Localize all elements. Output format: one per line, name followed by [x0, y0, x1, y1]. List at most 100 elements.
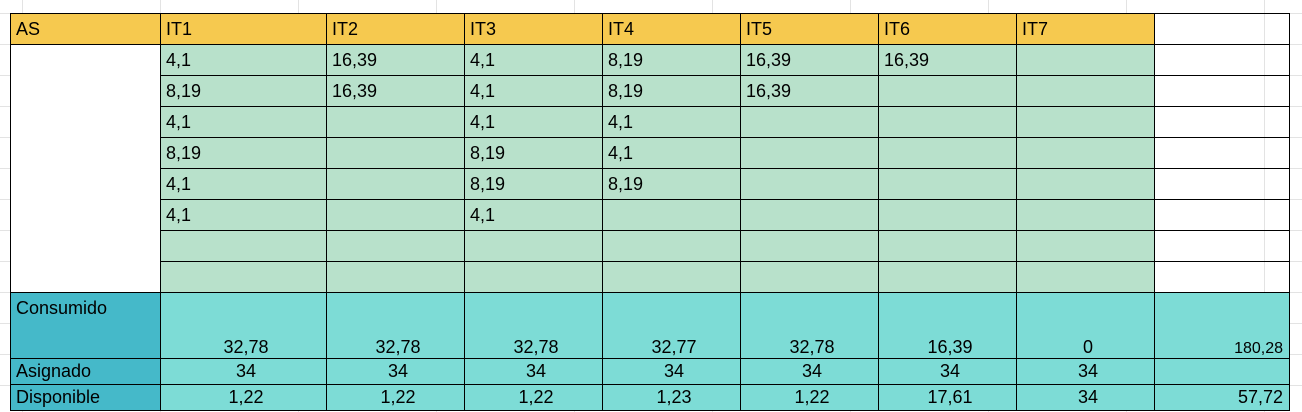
- consumido-cell-it3[interactable]: 32,78: [464, 292, 603, 359]
- data-cell[interactable]: [464, 230, 603, 262]
- header-cell-it3[interactable]: IT3: [464, 13, 603, 45]
- disponible-label[interactable]: Disponible: [10, 384, 161, 411]
- empty-cell[interactable]: [1154, 106, 1290, 138]
- disponible-cell-it2[interactable]: 1,22: [326, 384, 465, 411]
- consumido-cell-it2[interactable]: 32,78: [326, 292, 465, 359]
- data-cell[interactable]: [878, 106, 1017, 138]
- empty-cell[interactable]: [1154, 137, 1290, 169]
- as-merged-cell[interactable]: [10, 44, 161, 293]
- data-cell[interactable]: [602, 230, 741, 262]
- header-cell-it4[interactable]: IT4: [602, 13, 741, 45]
- data-cell[interactable]: [740, 137, 879, 169]
- data-cell[interactable]: 4,1: [160, 44, 327, 76]
- data-cell[interactable]: 4,1: [464, 106, 603, 138]
- empty-cell[interactable]: [1154, 168, 1290, 200]
- header-cell-it5[interactable]: IT5: [740, 13, 879, 45]
- data-cell[interactable]: [1016, 75, 1155, 107]
- disponible-cell-it5[interactable]: 1,22: [740, 384, 879, 411]
- header-cell-it6[interactable]: IT6: [878, 13, 1017, 45]
- header-cell-it1[interactable]: IT1: [160, 13, 327, 45]
- data-cell[interactable]: 16,39: [326, 75, 465, 107]
- data-cell[interactable]: [160, 230, 327, 262]
- disponible-cell-it7[interactable]: 34: [1016, 384, 1155, 411]
- data-cell[interactable]: [602, 199, 741, 231]
- disponible-cell-it3[interactable]: 1,22: [464, 384, 603, 411]
- consumido-cell-it4[interactable]: 32,77: [602, 292, 741, 359]
- consumido-total[interactable]: 180,28: [1154, 292, 1290, 359]
- data-cell[interactable]: 16,39: [740, 44, 879, 76]
- empty-cell[interactable]: [1154, 75, 1290, 107]
- data-cell[interactable]: [1016, 168, 1155, 200]
- data-cell[interactable]: [878, 261, 1017, 293]
- data-cell[interactable]: [326, 137, 465, 169]
- data-cell[interactable]: 4,1: [464, 44, 603, 76]
- asignado-label[interactable]: Asignado: [10, 358, 161, 385]
- data-cell[interactable]: 16,39: [878, 44, 1017, 76]
- data-cell[interactable]: [740, 230, 879, 262]
- data-cell[interactable]: 8,19: [602, 75, 741, 107]
- disponible-total[interactable]: 57,72: [1154, 384, 1290, 411]
- empty-cell[interactable]: [1154, 261, 1290, 293]
- asignado-cell-it2[interactable]: 34: [326, 358, 465, 385]
- data-cell[interactable]: [878, 137, 1017, 169]
- data-cell[interactable]: [740, 261, 879, 293]
- disponible-cell-it1[interactable]: 1,22: [160, 384, 327, 411]
- data-cell[interactable]: 8,19: [160, 137, 327, 169]
- header-cell-it7[interactable]: IT7: [1016, 13, 1155, 45]
- data-cell[interactable]: [326, 106, 465, 138]
- empty-cell[interactable]: [1154, 13, 1290, 45]
- consumido-cell-it6[interactable]: 16,39: [878, 292, 1017, 359]
- data-cell[interactable]: [326, 168, 465, 200]
- data-cell[interactable]: 16,39: [740, 75, 879, 107]
- data-cell[interactable]: 8,19: [464, 168, 603, 200]
- data-cell[interactable]: 4,1: [160, 168, 327, 200]
- empty-cell[interactable]: [1154, 44, 1290, 76]
- data-cell[interactable]: 8,19: [464, 137, 603, 169]
- data-cell[interactable]: [1016, 261, 1155, 293]
- data-cell[interactable]: [464, 261, 603, 293]
- data-cell[interactable]: [740, 199, 879, 231]
- data-cell[interactable]: [326, 261, 465, 293]
- asignado-total[interactable]: [1154, 358, 1290, 385]
- header-cell-it2[interactable]: IT2: [326, 13, 465, 45]
- data-cell[interactable]: [1016, 230, 1155, 262]
- data-cell[interactable]: [740, 168, 879, 200]
- data-cell[interactable]: 4,1: [160, 199, 327, 231]
- data-cell[interactable]: 4,1: [602, 106, 741, 138]
- disponible-cell-it6[interactable]: 17,61: [878, 384, 1017, 411]
- data-cell[interactable]: 8,19: [602, 44, 741, 76]
- data-cell[interactable]: [1016, 199, 1155, 231]
- asignado-cell-it6[interactable]: 34: [878, 358, 1017, 385]
- header-cell-as[interactable]: AS: [10, 13, 161, 45]
- empty-cell[interactable]: [1154, 199, 1290, 231]
- consumido-cell-it5[interactable]: 32,78: [740, 292, 879, 359]
- consumido-cell-it7[interactable]: 0: [1016, 292, 1155, 359]
- consumido-label[interactable]: Consumido: [10, 292, 161, 359]
- data-cell[interactable]: [878, 230, 1017, 262]
- data-cell[interactable]: [326, 199, 465, 231]
- data-cell[interactable]: 4,1: [464, 199, 603, 231]
- asignado-cell-it7[interactable]: 34: [1016, 358, 1155, 385]
- data-cell[interactable]: [740, 106, 879, 138]
- consumido-cell-it1[interactable]: 32,78: [160, 292, 327, 359]
- data-cell[interactable]: [878, 168, 1017, 200]
- data-cell[interactable]: 8,19: [602, 168, 741, 200]
- data-cell[interactable]: [878, 199, 1017, 231]
- data-cell[interactable]: [878, 75, 1017, 107]
- empty-cell[interactable]: [1154, 230, 1290, 262]
- data-cell[interactable]: 4,1: [602, 137, 741, 169]
- data-cell[interactable]: [1016, 106, 1155, 138]
- asignado-cell-it5[interactable]: 34: [740, 358, 879, 385]
- data-cell[interactable]: 8,19: [160, 75, 327, 107]
- data-cell[interactable]: 4,1: [160, 106, 327, 138]
- data-cell[interactable]: 16,39: [326, 44, 465, 76]
- data-cell[interactable]: [160, 261, 327, 293]
- asignado-cell-it4[interactable]: 34: [602, 358, 741, 385]
- data-cell[interactable]: 4,1: [464, 75, 603, 107]
- data-cell[interactable]: [326, 230, 465, 262]
- data-cell[interactable]: [602, 261, 741, 293]
- disponible-cell-it4[interactable]: 1,23: [602, 384, 741, 411]
- asignado-cell-it1[interactable]: 34: [160, 358, 327, 385]
- data-cell[interactable]: [1016, 44, 1155, 76]
- asignado-cell-it3[interactable]: 34: [464, 358, 603, 385]
